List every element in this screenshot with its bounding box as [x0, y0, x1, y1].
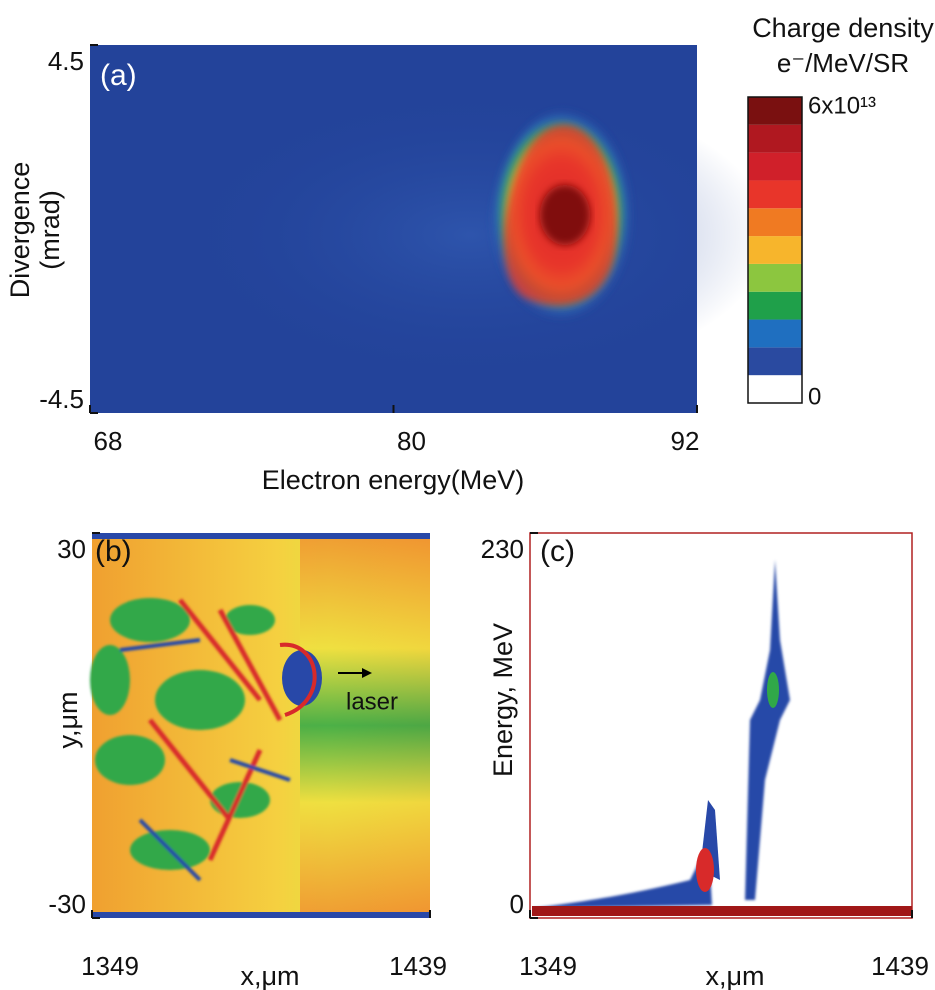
heatmap-c	[529, 532, 913, 919]
x-tick-label: 1349	[519, 951, 577, 981]
colorbar-tick-label: 6x10¹³	[808, 92, 876, 119]
colorbar-segment	[748, 319, 802, 348]
colorbar-segment	[748, 236, 802, 264]
y-tick-label: 0	[510, 889, 524, 919]
colorbar-label: e⁻/MeV/SR	[777, 48, 909, 78]
y-axis-label: Energy, MeV	[488, 623, 518, 777]
colorbar-title: Charge density	[752, 13, 934, 43]
colorbar-segment	[748, 208, 802, 237]
colorbar-segment	[748, 97, 802, 125]
x-tick-label: 80	[397, 426, 426, 456]
x-axis-label: x,μm	[705, 961, 764, 990]
annotation: laser	[346, 688, 398, 715]
x-tick-label: 1349	[81, 951, 139, 981]
y-axis-label: Divergence	[5, 162, 35, 299]
y-tick-label: -4.5	[39, 384, 84, 414]
colorbar-segment	[748, 291, 802, 320]
colorbar-segment	[748, 180, 802, 209]
x-tick-label: 1439	[389, 951, 447, 981]
colorbar-segment	[748, 375, 802, 403]
y-tick-label: 230	[481, 534, 524, 564]
y-tick-label: -30	[48, 889, 86, 919]
colorbar-segment	[748, 152, 802, 181]
colorbar-tick-label: 0	[808, 383, 821, 410]
panel-label: (b)	[95, 535, 132, 568]
heatmap-a	[90, 45, 770, 413]
colorbar-frame	[747, 96, 803, 404]
y-tick-label: 30	[57, 534, 86, 564]
heatmap-b	[90, 533, 430, 918]
y-axis-label: (mrad)	[35, 190, 65, 270]
panel-label: (a)	[100, 59, 137, 92]
x-tick-label: 1439	[871, 951, 929, 981]
x-axis-label: Electron energy(MeV)	[262, 465, 525, 495]
colorbar-segment	[748, 263, 802, 292]
panel-label: (c)	[540, 535, 575, 568]
x-axis-label: x,μm	[240, 961, 299, 990]
y-tick-label: 4.5	[48, 46, 84, 76]
x-tick-label: 68	[94, 426, 123, 456]
x-tick-label: 92	[671, 426, 700, 456]
y-axis-label: y,μm	[53, 691, 83, 748]
colorbar-segment	[748, 124, 802, 153]
colorbar-segment	[748, 347, 802, 376]
